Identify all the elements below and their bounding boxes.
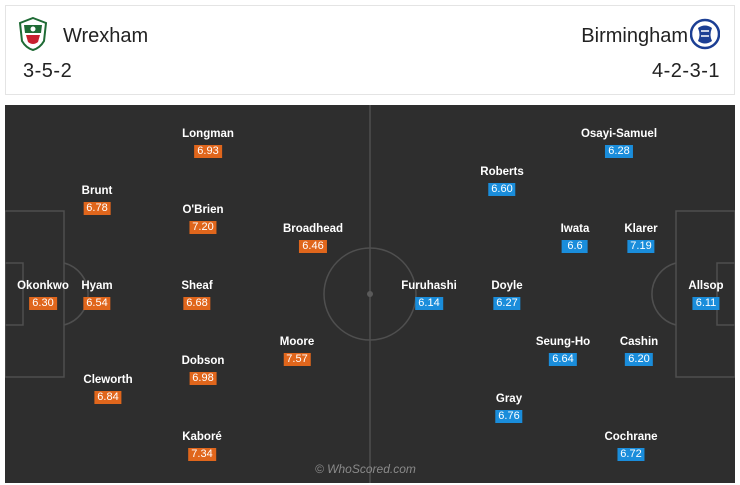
player-klarer[interactable]: Klarer 7.19	[624, 222, 658, 254]
player-name: Osayi-Samuel	[580, 128, 658, 140]
player-name: Furuhashi	[401, 280, 457, 292]
player-name: Cleworth	[83, 374, 133, 386]
player-rating: 6.6	[561, 240, 588, 253]
player-name: Gray	[495, 393, 523, 405]
player-name: Dobson	[181, 355, 225, 367]
home-formation: 3-5-2	[23, 60, 73, 82]
player-name: O'Brien	[182, 204, 224, 216]
home-team-name[interactable]: Wrexham	[63, 25, 149, 47]
player-doyle[interactable]: Doyle 6.27	[491, 279, 523, 311]
player-name: Roberts	[480, 166, 524, 178]
watermark: © WhoScored.com	[315, 462, 416, 476]
player-name: Longman	[182, 128, 234, 140]
player-roberts[interactable]: Roberts 6.60	[480, 165, 524, 197]
player-rating: 7.20	[189, 221, 217, 234]
player-rating: 6.11	[692, 297, 720, 310]
player-rating: 6.28	[605, 145, 633, 158]
player-rating: 6.14	[415, 297, 443, 310]
player-rating: 6.30	[29, 297, 57, 310]
player-rating: 6.93	[194, 145, 222, 158]
player-name: Okonkwo	[17, 280, 69, 292]
player-name: Broadhead	[282, 223, 344, 235]
player-okonkwo[interactable]: Okonkwo 6.30	[17, 279, 69, 311]
player-longman[interactable]: Longman 6.93	[182, 127, 234, 159]
player-moore[interactable]: Moore 7.57	[279, 335, 315, 367]
player-rating: 7.19	[627, 240, 655, 253]
player-kabore[interactable]: Kaboré 7.34	[182, 430, 222, 462]
player-rating: 6.98	[189, 372, 217, 385]
player-iwata[interactable]: Iwata 6.6	[560, 222, 590, 254]
away-team-name[interactable]: Birmingham	[581, 25, 688, 47]
player-osayi-samuel[interactable]: Osayi-Samuel 6.28	[581, 127, 657, 159]
player-rating: 7.57	[283, 353, 311, 366]
player-name: Hyam	[81, 280, 113, 292]
player-rating: 6.78	[83, 202, 111, 215]
player-rating: 6.27	[493, 297, 521, 310]
player-name: Moore	[279, 336, 315, 348]
player-rating: 6.68	[183, 297, 211, 310]
pitch-markings	[5, 105, 735, 483]
player-rating: 6.20	[625, 353, 653, 366]
player-hyam[interactable]: Hyam 6.54	[81, 279, 113, 311]
player-rating: 6.46	[299, 240, 327, 253]
player-dobson[interactable]: Dobson 6.98	[181, 354, 225, 386]
away-formation: 4-2-3-1	[652, 60, 720, 82]
player-allsop[interactable]: Allsop 6.11	[688, 279, 724, 311]
player-name: Klarer	[624, 223, 658, 235]
player-seung-ho[interactable]: Seung-Ho 6.64	[536, 335, 590, 367]
player-sheaf[interactable]: Sheaf 6.68	[181, 279, 213, 311]
player-name: Cochrane	[604, 431, 658, 443]
player-rating: 6.84	[94, 391, 122, 404]
player-brunt[interactable]: Brunt 6.78	[81, 184, 113, 216]
player-name: Kaboré	[182, 431, 222, 443]
match-header: Wrexham 3-5-2 Birmingham 4-2-3-1	[5, 5, 735, 95]
player-name: Cashin	[619, 336, 659, 348]
player-name: Sheaf	[181, 280, 213, 292]
player-cashin[interactable]: Cashin 6.20	[620, 335, 658, 367]
player-broadhead[interactable]: Broadhead 6.46	[283, 222, 343, 254]
pitch: Okonkwo 6.30 Brunt 6.78 Hyam 6.54 Clewor…	[5, 105, 735, 483]
player-cleworth[interactable]: Cleworth 6.84	[83, 373, 133, 405]
player-rating: 6.60	[488, 183, 516, 196]
birmingham-crest-icon	[690, 18, 720, 50]
player-obrien[interactable]: O'Brien 7.20	[182, 203, 224, 235]
player-name: Brunt	[81, 185, 113, 197]
player-furuhashi[interactable]: Furuhashi 6.14	[401, 279, 457, 311]
player-rating: 6.54	[83, 297, 111, 310]
player-name: Iwata	[560, 223, 590, 235]
player-rating: 6.64	[549, 353, 577, 366]
player-cochrane[interactable]: Cochrane 6.72	[604, 430, 658, 462]
wrexham-crest-icon	[18, 17, 48, 51]
player-rating: 6.72	[617, 448, 645, 461]
player-name: Allsop	[688, 280, 724, 292]
player-rating: 6.76	[495, 410, 523, 423]
player-name: Seung-Ho	[535, 336, 591, 348]
player-name: Doyle	[491, 280, 523, 292]
player-gray[interactable]: Gray 6.76	[495, 392, 523, 424]
player-rating: 7.34	[188, 448, 216, 461]
